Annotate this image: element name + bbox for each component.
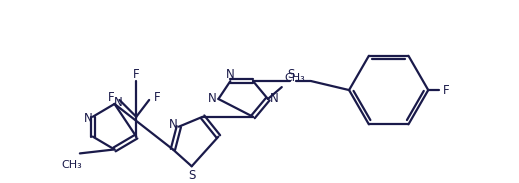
- Text: N: N: [114, 96, 123, 109]
- Text: N: N: [226, 68, 235, 81]
- Text: S: S: [188, 169, 195, 182]
- Text: N: N: [208, 92, 217, 105]
- Text: F: F: [443, 84, 450, 97]
- Text: N: N: [269, 92, 278, 105]
- Text: N: N: [169, 118, 177, 131]
- Text: CH₃: CH₃: [62, 160, 83, 170]
- Text: F: F: [133, 68, 140, 81]
- Text: N: N: [84, 112, 92, 125]
- Text: F: F: [108, 92, 115, 104]
- Text: F: F: [154, 92, 160, 104]
- Text: S: S: [287, 68, 294, 81]
- Text: CH₃: CH₃: [285, 73, 306, 83]
